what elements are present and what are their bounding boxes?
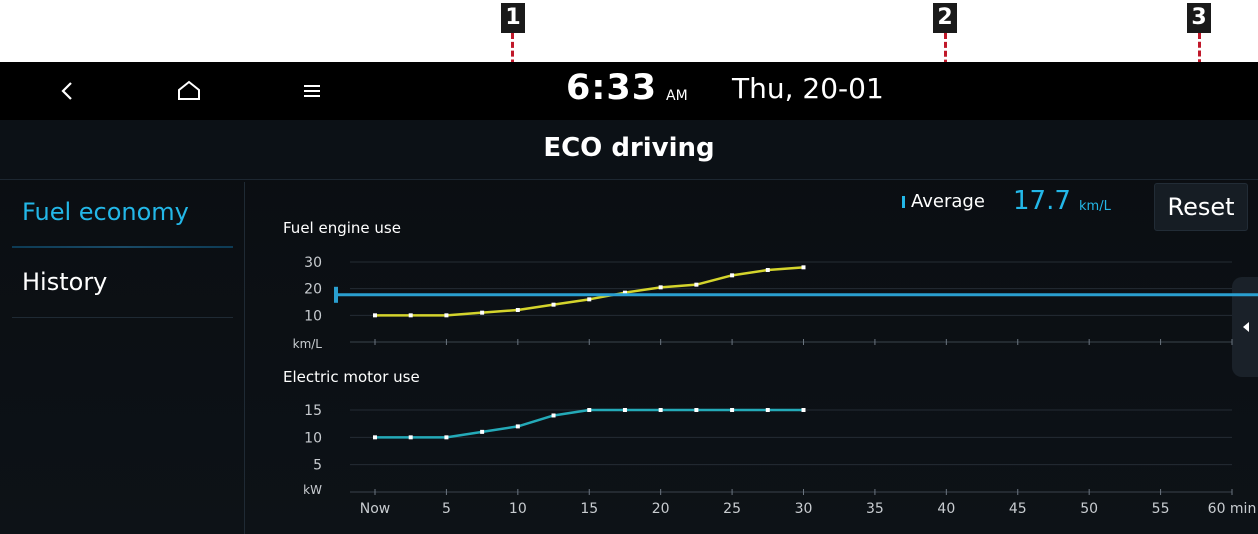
data-point: [515, 424, 520, 429]
data-point: [694, 282, 699, 287]
data-point: [373, 313, 377, 318]
series-line: [375, 408, 804, 439]
reset-button[interactable]: Reset: [1154, 183, 1248, 231]
x-tick-label: 20: [652, 501, 670, 517]
clock-date: Thu, 20-01: [732, 72, 884, 105]
sidebar-item-label: History: [22, 268, 108, 296]
sidebar-divider: [12, 246, 233, 248]
data-point: [408, 435, 413, 440]
data-point: [480, 310, 485, 315]
menu-icon[interactable]: [297, 76, 327, 106]
data-point: [444, 313, 449, 318]
x-tick-label: 45: [1009, 501, 1027, 517]
x-tick-label: 30: [795, 501, 813, 517]
sidebar-item-label: Fuel economy: [22, 198, 189, 226]
y-tick-label: 5: [313, 458, 322, 474]
y-tick-label: 30: [304, 255, 322, 271]
head-unit-screen: 6:33 AM Thu, 20-01 ECO driving Fuel econ…: [0, 62, 1258, 534]
data-point: [480, 429, 485, 434]
data-point: [444, 435, 449, 440]
y-tick-label: 20: [304, 282, 322, 298]
data-point: [373, 435, 377, 440]
data-point: [408, 313, 413, 318]
x-tick-label: 60 min: [1208, 501, 1257, 517]
data-point: [551, 302, 556, 307]
data-point: [765, 408, 770, 412]
page-title: ECO driving: [543, 133, 715, 163]
back-chevron-icon[interactable]: [52, 76, 82, 106]
sidebar: Fuel economy History: [0, 182, 245, 534]
data-point: [694, 408, 699, 412]
x-tick-label: 5: [442, 501, 451, 517]
y-tick-label: 15: [304, 403, 322, 419]
data-point: [587, 408, 592, 412]
chart-title: Electric motor use: [283, 368, 420, 386]
data-point: [622, 408, 627, 412]
callout-1: 1: [501, 3, 525, 33]
callout-2: 2: [933, 3, 957, 33]
x-tick-label: 25: [723, 501, 741, 517]
title-bar: ECO driving: [0, 120, 1258, 180]
data-point: [658, 285, 663, 290]
collapse-arrow-icon: [1243, 322, 1249, 332]
y-unit-label: kW: [303, 483, 322, 497]
home-icon[interactable]: [174, 76, 204, 106]
x-tick-label: 10: [509, 501, 527, 517]
data-point: [658, 408, 663, 412]
data-point: [801, 408, 806, 412]
sidebar-item-fuel-economy[interactable]: Fuel economy: [0, 182, 245, 248]
x-tick-label: 55: [1152, 501, 1170, 517]
clock-time: 6:33: [566, 68, 658, 108]
data-point: [730, 273, 735, 278]
callout-3: 3: [1187, 3, 1211, 33]
x-tick-label: 35: [866, 501, 884, 517]
sidebar-item-history[interactable]: History: [0, 252, 245, 318]
y-tick-label: 10: [304, 308, 322, 324]
y-unit-label: km/L: [293, 337, 323, 351]
data-point: [622, 290, 627, 295]
data-point: [587, 297, 592, 302]
data-point: [515, 308, 520, 312]
x-tick-label: 40: [937, 501, 955, 517]
average-label: Average: [911, 191, 985, 212]
clock-ampm: AM: [666, 88, 688, 104]
y-tick-label: 10: [304, 430, 322, 446]
fuel-economy-charts: Fuel engine use 10 20 30 km/L Electric motor …: [283, 219, 1258, 517]
data-point: [730, 408, 735, 412]
average-value: 17.7: [1013, 186, 1071, 216]
status-bar: 6:33 AM Thu, 20-01: [0, 62, 1258, 120]
sidebar-divider: [12, 317, 233, 318]
data-point: [765, 268, 770, 272]
series-line: [375, 266, 804, 317]
average-marker-icon: [902, 196, 905, 208]
x-tick-label: Now: [360, 501, 391, 517]
average-unit: km/L: [1079, 199, 1111, 214]
data-point: [801, 265, 806, 270]
x-tick-label: 15: [580, 501, 598, 517]
data-point: [551, 413, 556, 418]
chart-title: Fuel engine use: [283, 219, 401, 237]
x-tick-label: 50: [1080, 501, 1098, 517]
